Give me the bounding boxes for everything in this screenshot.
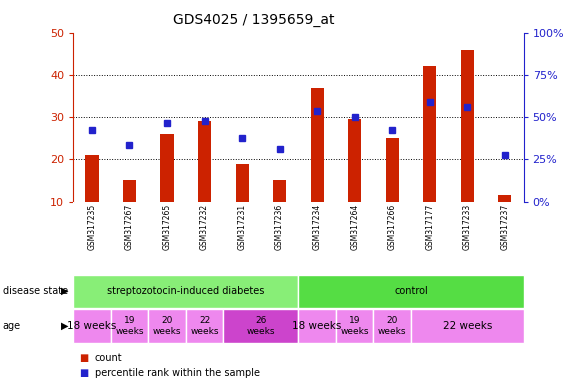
Bar <box>411 309 524 343</box>
Text: GSM317266: GSM317266 <box>388 204 397 250</box>
Text: percentile rank within the sample: percentile rank within the sample <box>95 368 260 378</box>
Bar <box>373 309 411 343</box>
Text: 22
weeks: 22 weeks <box>190 316 219 336</box>
Bar <box>498 195 511 202</box>
Text: 26
weeks: 26 weeks <box>247 316 275 336</box>
Bar <box>273 180 286 202</box>
Text: 20
weeks: 20 weeks <box>378 316 406 336</box>
Bar <box>86 155 99 202</box>
Text: disease state: disease state <box>3 286 68 296</box>
Text: GSM317234: GSM317234 <box>312 204 321 250</box>
Text: control: control <box>394 286 428 296</box>
Bar <box>186 309 224 343</box>
Text: age: age <box>3 321 21 331</box>
Bar <box>73 309 111 343</box>
Text: ■: ■ <box>79 353 88 363</box>
Text: 18 weeks: 18 weeks <box>67 321 117 331</box>
Text: GSM317233: GSM317233 <box>463 204 472 250</box>
Bar <box>348 119 361 202</box>
Bar <box>160 134 173 202</box>
Text: GDS4025 / 1395659_at: GDS4025 / 1395659_at <box>173 13 334 27</box>
Bar <box>148 309 186 343</box>
Bar <box>311 88 324 202</box>
Bar <box>336 309 373 343</box>
Text: GSM317232: GSM317232 <box>200 204 209 250</box>
Bar <box>224 309 298 343</box>
Bar <box>298 275 524 308</box>
Bar <box>235 164 249 202</box>
Text: ▶: ▶ <box>61 321 69 331</box>
Text: GSM317235: GSM317235 <box>87 204 96 250</box>
Text: 22 weeks: 22 weeks <box>443 321 492 331</box>
Text: count: count <box>95 353 122 363</box>
Bar <box>123 180 136 202</box>
Bar <box>423 66 436 202</box>
Bar <box>386 138 399 202</box>
Bar <box>461 50 474 202</box>
Text: GSM317177: GSM317177 <box>425 204 434 250</box>
Bar <box>198 121 211 202</box>
Bar <box>298 309 336 343</box>
Text: 20
weeks: 20 weeks <box>153 316 181 336</box>
Bar <box>73 275 298 308</box>
Text: 19
weeks: 19 weeks <box>341 316 369 336</box>
Text: ■: ■ <box>79 368 88 378</box>
Bar <box>111 309 148 343</box>
Text: GSM317231: GSM317231 <box>238 204 247 250</box>
Text: GSM317237: GSM317237 <box>501 204 510 250</box>
Text: GSM317267: GSM317267 <box>125 204 134 250</box>
Text: GSM317236: GSM317236 <box>275 204 284 250</box>
Text: 19
weeks: 19 weeks <box>115 316 144 336</box>
Text: streptozotocin-induced diabetes: streptozotocin-induced diabetes <box>107 286 265 296</box>
Text: GSM317264: GSM317264 <box>350 204 359 250</box>
Text: 18 weeks: 18 weeks <box>292 321 342 331</box>
Text: GSM317265: GSM317265 <box>163 204 172 250</box>
Text: ▶: ▶ <box>61 286 69 296</box>
